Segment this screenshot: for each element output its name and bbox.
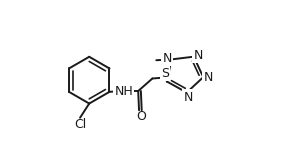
Text: S: S [161, 67, 169, 80]
Text: N: N [183, 91, 193, 104]
Text: O: O [136, 110, 146, 123]
Text: Cl: Cl [74, 118, 86, 131]
Text: N: N [193, 49, 203, 62]
Text: N: N [162, 52, 172, 65]
Text: NH: NH [114, 85, 133, 98]
Text: N: N [203, 71, 213, 84]
